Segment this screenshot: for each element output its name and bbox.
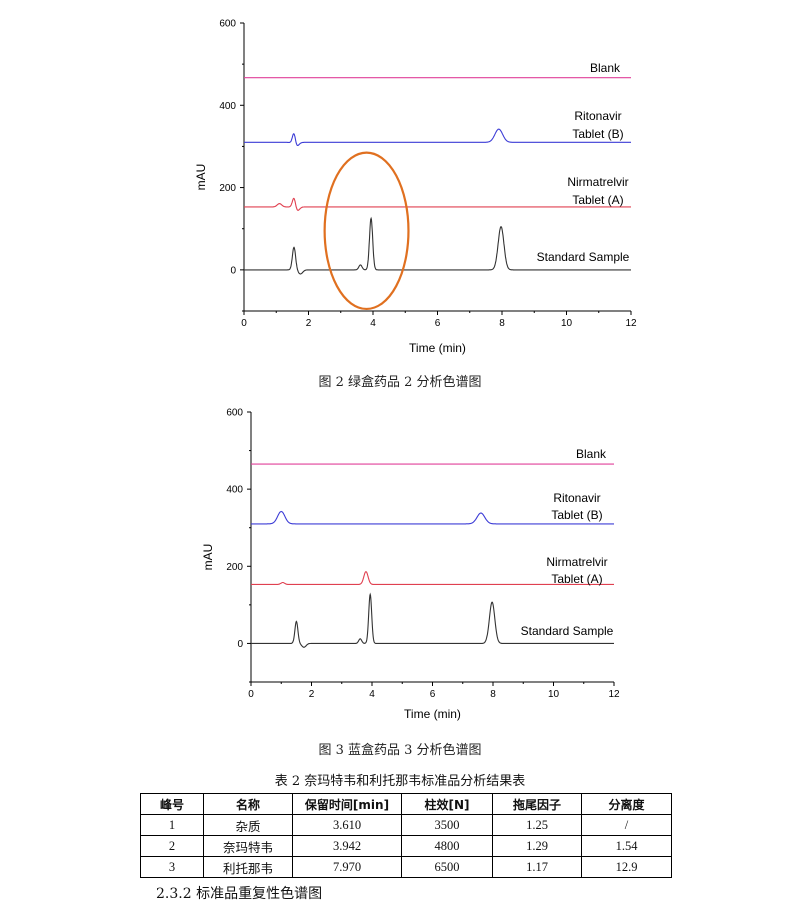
y-tick-label: 200: [226, 562, 243, 573]
x-tick-label: 4: [369, 689, 375, 700]
table-row: 2 奈玛特韦 3.942 4800 1.29 1.54: [140, 835, 672, 857]
table-header-row: 峰号 名称 保留时间[min] 柱效[N] 拖尾因子 分离度: [140, 793, 672, 815]
trace-nirmatrelvir-tablet-a: [244, 197, 631, 211]
header-column-efficiency: 柱效[N]: [401, 793, 493, 815]
table-row: 3 利托那韦 7.970 6500 1.17 12.9: [140, 856, 672, 878]
trace-ritonavir-tablet-b: [251, 510, 614, 525]
x-tick-label: 10: [561, 318, 573, 329]
y-tick-label: 0: [237, 639, 243, 650]
x-tick-label: 2: [309, 689, 315, 700]
figure-2-caption: 图 2 绿盒药品 2 分析色谱图: [318, 375, 482, 390]
cell-column-efficiency: 3500: [401, 814, 493, 836]
chromatogram-figure-2: 0 2 4 6 8 10 12 0 200 400 600 Time (min) mAU Blank Rit…: [194, 19, 637, 356]
series-label: Standard Sample: [537, 250, 630, 264]
x-axis-label: Time (min): [404, 707, 461, 721]
results-table: 峰号 名称 保留时间[min] 柱效[N] 拖尾因子 分离度 1 杂质 3.61…: [140, 793, 672, 878]
table-row: 1 杂质 3.610 3500 1.25 /: [140, 814, 672, 836]
series-label: Blank: [576, 447, 607, 461]
trace-standard-sample: [244, 216, 631, 275]
highlight-ellipse: [323, 151, 410, 311]
series-label: Standard Sample: [521, 624, 614, 638]
series-label: Tablet (A): [551, 572, 602, 586]
y-tick-label: 0: [230, 265, 236, 276]
series-label: Ritonavir: [553, 491, 600, 505]
section-heading: 2.3.2 标准品重复性色谱图: [156, 886, 323, 902]
trace-ritonavir-tablet-b: [244, 128, 631, 147]
cell-peak-no: 1: [140, 814, 204, 836]
x-tick-label: 10: [548, 689, 560, 700]
series-label: Ritonavir: [574, 109, 621, 123]
series-label: Tablet (A): [572, 193, 623, 207]
header-tailing-factor: 拖尾因子: [492, 793, 582, 815]
header-name: 名称: [203, 793, 293, 815]
cell-name: 奈玛特韦: [203, 835, 293, 857]
cell-retention-time: 3.942: [292, 835, 402, 857]
x-tick-label: 12: [625, 318, 637, 329]
y-tick-label: 600: [226, 408, 243, 419]
series-label: Tablet (B): [572, 127, 623, 141]
y-tick-label: 600: [219, 19, 236, 30]
header-resolution: 分离度: [581, 793, 672, 815]
cell-name: 利托那韦: [203, 856, 293, 878]
chromatogram-figure-3: 0 2 4 6 8 10 12 0 200 400 600 Time (min) mAU Blank Rit…: [201, 408, 620, 722]
table-title: 表 2 奈玛特韦和利托那韦标准品分析结果表: [274, 774, 526, 789]
cell-retention-time: 7.970: [292, 856, 402, 878]
x-tick-label: 8: [499, 318, 505, 329]
trace-standard-sample: [251, 592, 614, 648]
cell-tailing-factor: 1.25: [492, 814, 582, 836]
cell-peak-no: 3: [140, 856, 204, 878]
series-label: Blank: [590, 61, 621, 75]
y-tick-label: 400: [226, 485, 243, 496]
cell-retention-time: 3.610: [292, 814, 402, 836]
cell-resolution: /: [581, 814, 672, 836]
y-tick-label: 400: [219, 101, 236, 112]
y-axis-label: mAU: [194, 164, 208, 191]
x-tick-label: 0: [248, 689, 254, 700]
cell-tailing-factor: 1.29: [492, 835, 582, 857]
series-label: Tablet (B): [551, 508, 602, 522]
trace-nirmatrelvir-tablet-a: [251, 571, 614, 585]
series-label: Nirmatrelvir: [567, 175, 628, 189]
cell-tailing-factor: 1.17: [492, 856, 582, 878]
figure-3-caption: 图 3 蓝盒药品 3 分析色谱图: [318, 743, 482, 758]
x-tick-label: 6: [435, 318, 441, 329]
y-axis-label: mAU: [201, 544, 215, 571]
cell-resolution: 1.54: [581, 835, 672, 857]
header-peak-no: 峰号: [140, 793, 204, 815]
x-tick-label: 12: [608, 689, 620, 700]
x-tick-label: 4: [370, 318, 376, 329]
x-tick-label: 2: [306, 318, 312, 329]
cell-resolution: 12.9: [581, 856, 672, 878]
y-tick-label: 200: [219, 183, 236, 194]
x-axis-label: Time (min): [409, 341, 466, 355]
series-label: Nirmatrelvir: [546, 555, 607, 569]
cell-column-efficiency: 6500: [401, 856, 493, 878]
header-retention-time: 保留时间[min]: [292, 793, 402, 815]
x-tick-label: 8: [490, 689, 496, 700]
cell-name: 杂质: [203, 814, 293, 836]
cell-column-efficiency: 4800: [401, 835, 493, 857]
x-tick-label: 0: [241, 318, 247, 329]
x-tick-label: 6: [430, 689, 436, 700]
cell-peak-no: 2: [140, 835, 204, 857]
